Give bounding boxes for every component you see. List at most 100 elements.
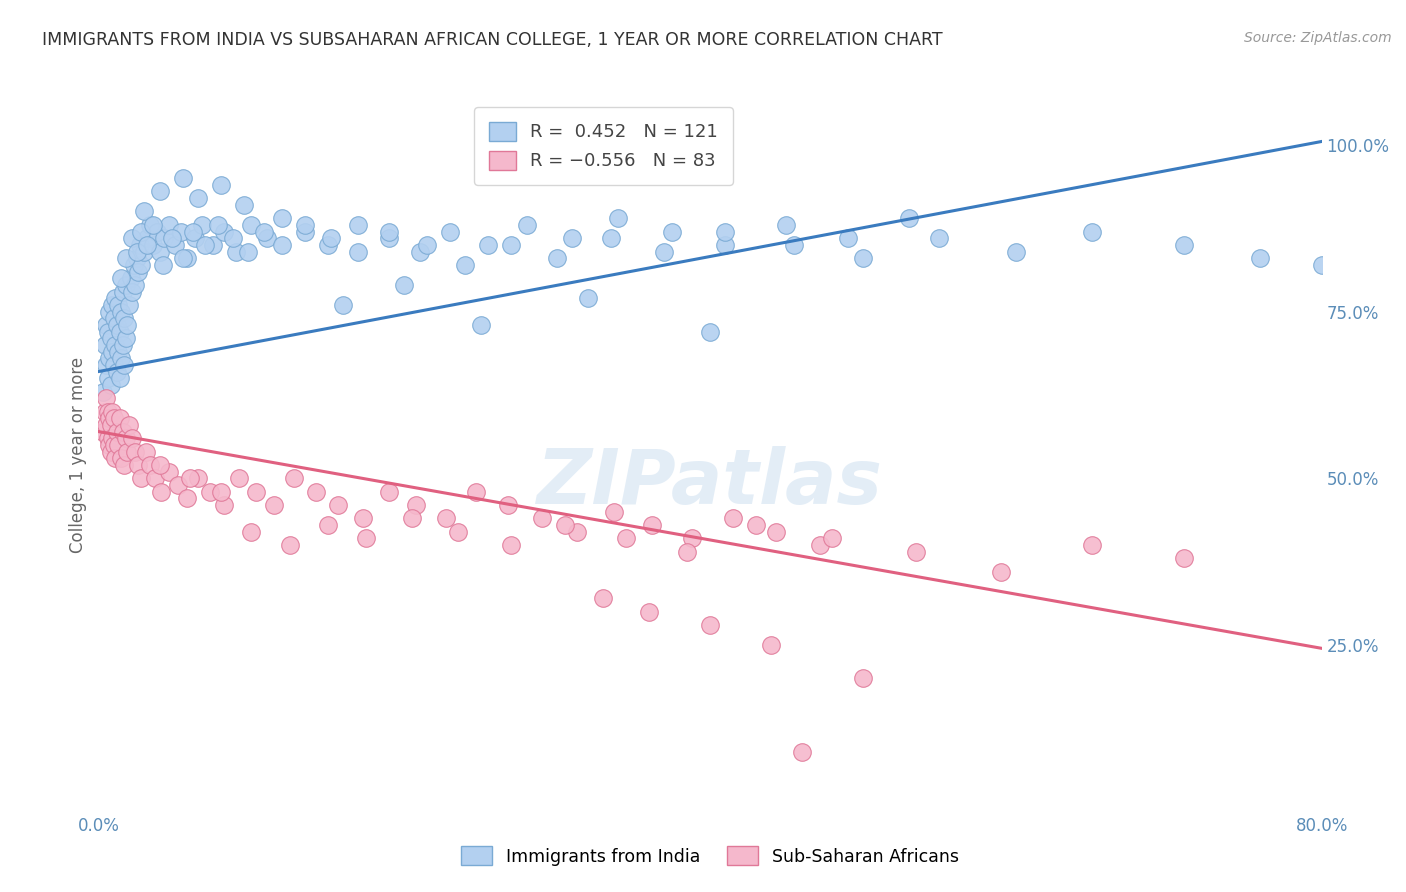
Point [990, 565, 1012, 579]
Point [107, 344, 129, 359]
Point [94, 318, 117, 332]
Point [928, 231, 950, 245]
Point [117, 444, 139, 458]
Point [439, 225, 461, 239]
Point [328, 498, 350, 512]
Point [252, 225, 274, 239]
Point [108, 371, 131, 385]
Point [91, 425, 114, 439]
Point [576, 291, 599, 305]
Point [245, 484, 267, 499]
Point [316, 237, 339, 252]
Point [153, 231, 176, 245]
Point [127, 458, 149, 472]
Point [125, 244, 148, 259]
Point [142, 218, 165, 232]
Point [238, 244, 260, 259]
Point [118, 298, 141, 312]
Point [821, 531, 844, 545]
Point [304, 484, 326, 499]
Point [808, 538, 831, 552]
Point [115, 277, 138, 292]
Point [852, 251, 875, 265]
Point [127, 264, 149, 278]
Point [128, 237, 150, 252]
Point [97, 371, 120, 385]
Point [135, 444, 157, 458]
Point [93, 338, 115, 352]
Point [100, 444, 122, 458]
Y-axis label: College, 1 year or more: College, 1 year or more [69, 357, 87, 553]
Point [122, 258, 145, 272]
Point [115, 251, 138, 265]
Point [152, 258, 174, 272]
Point [332, 298, 354, 312]
Point [477, 237, 499, 252]
Point [454, 258, 477, 272]
Point [852, 671, 875, 685]
Point [207, 218, 229, 232]
Point [434, 511, 457, 525]
Point [465, 484, 488, 499]
Point [775, 218, 797, 232]
Point [150, 484, 173, 499]
Point [136, 231, 159, 245]
Point [240, 218, 263, 232]
Point [103, 358, 125, 372]
Point [783, 237, 806, 252]
Point [103, 311, 125, 326]
Point [117, 318, 139, 332]
Point [699, 618, 721, 632]
Point [105, 425, 128, 439]
Point [470, 318, 492, 332]
Point [256, 231, 278, 245]
Point [176, 491, 198, 506]
Point [112, 358, 135, 372]
Point [149, 185, 172, 199]
Point [129, 225, 152, 239]
Point [319, 231, 342, 245]
Point [163, 237, 186, 252]
Point [111, 285, 134, 299]
Point [101, 298, 124, 312]
Point [270, 237, 292, 252]
Point [98, 304, 121, 318]
Point [607, 211, 630, 226]
Point [392, 277, 416, 292]
Point [347, 244, 370, 259]
Point [101, 404, 124, 418]
Point [115, 331, 138, 345]
Point [565, 524, 588, 539]
Point [447, 524, 470, 539]
Point [652, 244, 675, 259]
Point [714, 237, 737, 252]
Point [104, 338, 127, 352]
Point [228, 471, 250, 485]
Point [240, 524, 263, 539]
Point [416, 237, 439, 252]
Legend: Immigrants from India, Sub-Saharan Africans: Immigrants from India, Sub-Saharan Afric… [453, 838, 967, 874]
Point [129, 258, 152, 272]
Point [347, 218, 370, 232]
Point [94, 417, 117, 432]
Point [759, 638, 782, 652]
Point [124, 444, 146, 458]
Point [1081, 225, 1104, 239]
Point [125, 251, 148, 265]
Point [110, 304, 132, 318]
Point [129, 471, 152, 485]
Point [681, 531, 703, 545]
Point [354, 531, 377, 545]
Point [121, 285, 143, 299]
Point [554, 518, 576, 533]
Point [222, 231, 245, 245]
Point [139, 458, 162, 472]
Point [714, 225, 737, 239]
Point [98, 411, 121, 425]
Point [790, 745, 813, 759]
Point [209, 484, 232, 499]
Point [111, 338, 134, 352]
Point [212, 498, 235, 512]
Point [149, 244, 172, 259]
Point [232, 198, 254, 212]
